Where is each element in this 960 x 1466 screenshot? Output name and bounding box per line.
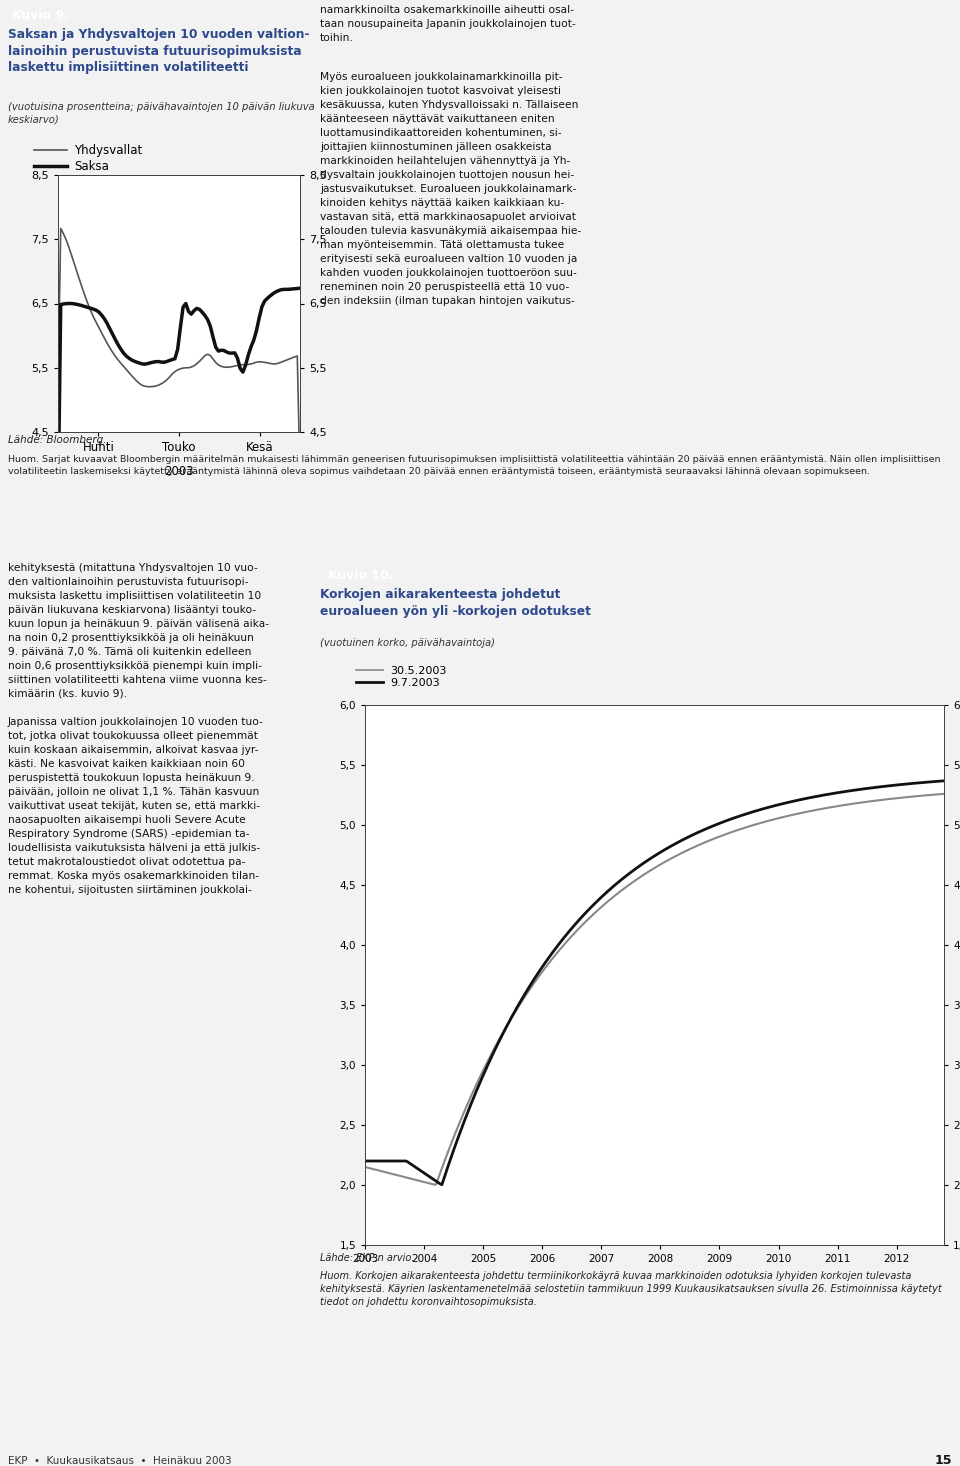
Text: Myös euroalueen joukkolainamarkkinoilla pit-
kien joukkolainojen tuotot kasvoiva: Myös euroalueen joukkolainamarkkinoilla … (320, 72, 582, 306)
Text: namarkkinoilta osakemarkkinoille aiheutti osal-
taan nousupaineita Japanin joukk: namarkkinoilta osakemarkkinoille aiheutt… (320, 4, 576, 43)
Text: Kuvio 9.: Kuvio 9. (12, 9, 68, 22)
Text: Huom. Sarjat kuvaavat Bloombergin määritelmän mukaisesti lähimmän geneerisen fut: Huom. Sarjat kuvaavat Bloombergin määrit… (8, 454, 941, 476)
Text: EKP  •  Kuukausikatsaus  •  Heinäkuu 2003: EKP • Kuukausikatsaus • Heinäkuu 2003 (8, 1456, 231, 1466)
Text: kehityksestä (mitattuna Yhdysvaltojen 10 vuo-
den valtionlainoihin perustuvista : kehityksestä (mitattuna Yhdysvaltojen 10… (8, 563, 269, 896)
Text: Saksan ja Yhdysvaltojen 10 vuoden valtion-
lainoihin perustuvista futuurisopimuk: Saksan ja Yhdysvaltojen 10 vuoden valtio… (8, 28, 309, 73)
Text: 2003: 2003 (164, 465, 194, 478)
Text: Korkojen aikarakenteesta johdetut
euroalueen yön yli -korkojen odotukset: Korkojen aikarakenteesta johdetut euroal… (320, 588, 590, 617)
Text: Lähde: EKP:n arvio.: Lähde: EKP:n arvio. (320, 1253, 415, 1264)
Text: Huom. Korkojen aikarakenteesta johdettu termiinikorkokäyrä kuvaa markkinoiden od: Huom. Korkojen aikarakenteesta johdettu … (320, 1271, 942, 1308)
Text: Lähde: Bloomberg.: Lähde: Bloomberg. (8, 435, 107, 446)
Legend: 30.5.2003, 9.7.2003: 30.5.2003, 9.7.2003 (355, 666, 446, 689)
Text: (vuotuisina prosentteina; päivähavaintojen 10 päivän liukuva
keskiarvo): (vuotuisina prosentteina; päivähavaintoj… (8, 103, 315, 125)
Text: Kuvio 10.: Kuvio 10. (327, 569, 394, 582)
Legend: Yhdysvallat, Saksa: Yhdysvallat, Saksa (34, 144, 142, 173)
Text: 15: 15 (934, 1454, 952, 1466)
Text: (vuotuinen korko, päivähavaintoja): (vuotuinen korko, päivähavaintoja) (320, 638, 495, 648)
